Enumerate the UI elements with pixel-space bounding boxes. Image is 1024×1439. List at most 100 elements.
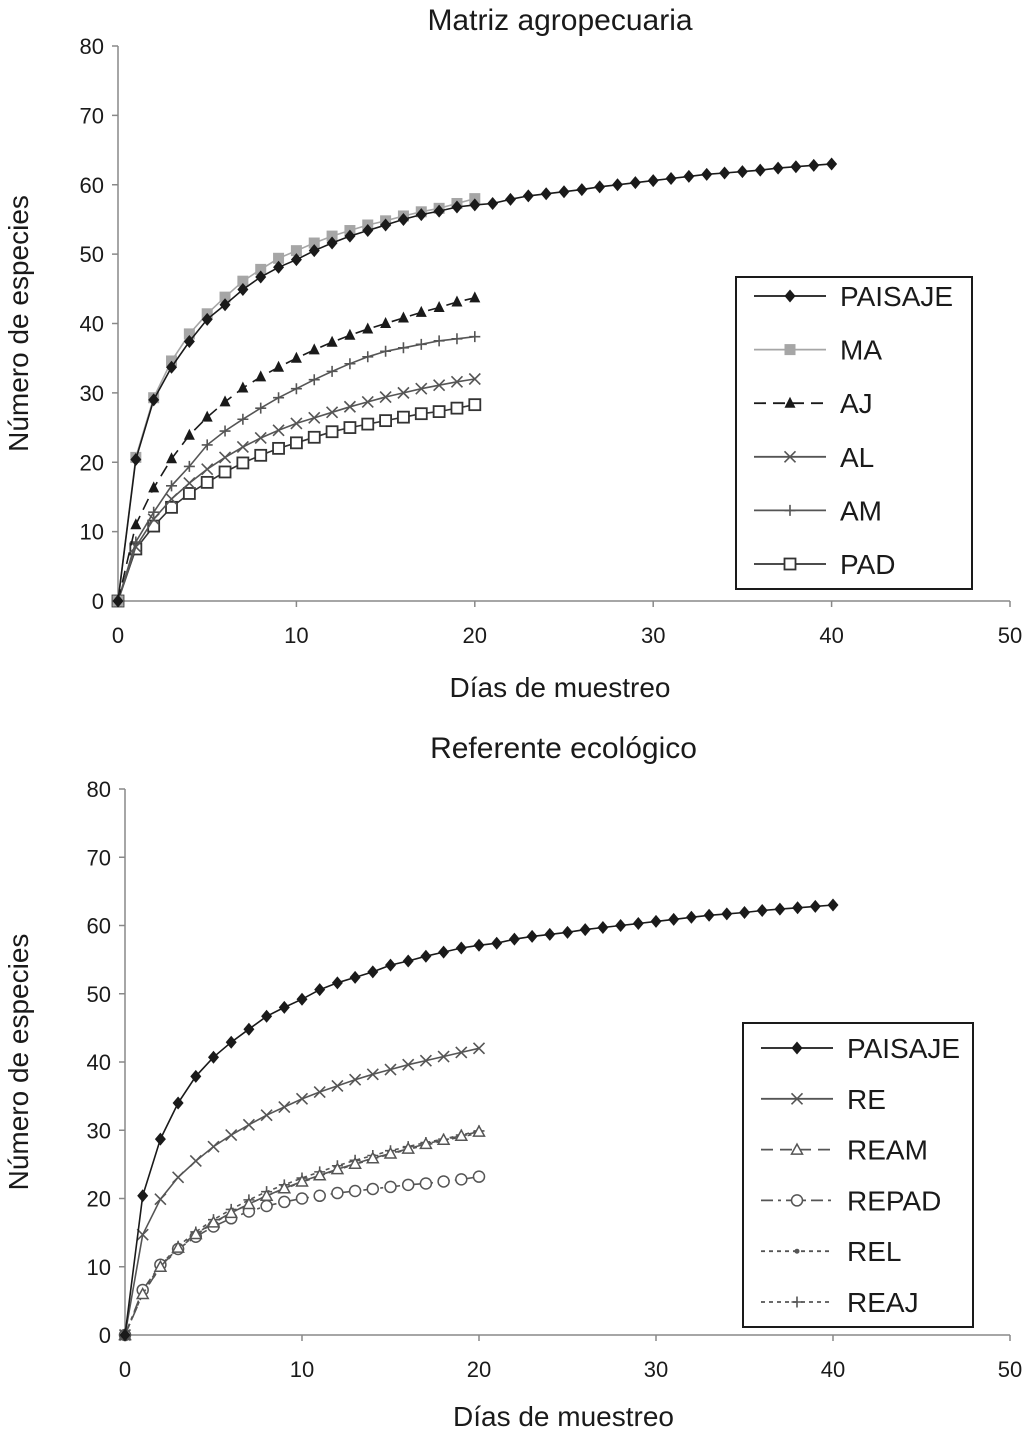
data-point	[206, 1215, 221, 1228]
data-point	[290, 245, 302, 257]
data-point	[308, 244, 320, 258]
data-point	[526, 929, 538, 943]
legend-marker	[790, 1194, 804, 1207]
legend: PAISAJE RE REAM REPAD REL REAJ	[742, 1022, 974, 1328]
data-point	[130, 452, 142, 466]
data-point	[277, 1181, 292, 1194]
chart-panel-2: Referente ecológico 0 10 20 30 40 50 60 70 80 0 10 2…	[3, 732, 1022, 1432]
data-point	[455, 1046, 468, 1059]
data-point	[361, 417, 375, 431]
legend-marker	[790, 1142, 804, 1155]
x-tick-label: 30	[641, 623, 665, 648]
y-axis-label: Número de especies	[3, 934, 34, 1191]
data-point	[219, 395, 231, 407]
data-point	[326, 406, 339, 419]
series-line	[124, 1130, 480, 1336]
data-point	[153, 1259, 168, 1272]
data-point	[579, 923, 591, 937]
data-point	[719, 166, 731, 180]
legend-marker	[783, 557, 797, 571]
data-point	[236, 456, 250, 470]
data-point	[415, 338, 427, 350]
data-point	[182, 487, 196, 500]
data-point	[326, 230, 338, 242]
data-point	[201, 410, 213, 422]
data-point	[272, 424, 285, 437]
legend-label: MA	[840, 335, 882, 366]
legend-label: REPAD	[847, 1185, 941, 1216]
data-point	[313, 1189, 326, 1203]
data-point	[254, 448, 268, 462]
chart-title: Matriz agropecuaria	[427, 4, 692, 37]
data-point	[721, 907, 733, 921]
legend-box	[735, 276, 973, 590]
y-axis-label: Número de especies	[3, 195, 34, 452]
data-point	[362, 224, 374, 238]
data-point	[296, 992, 308, 1006]
data-point	[415, 208, 427, 222]
data-point	[136, 1228, 149, 1241]
data-point	[147, 513, 160, 526]
data-point	[130, 518, 142, 530]
chart-panel-1: Matriz agropecuaria 0 10 20 30 40 50 60 70 80 0 10 2…	[3, 4, 1022, 703]
data-point	[148, 506, 160, 518]
data-point	[112, 594, 124, 608]
data-point	[380, 317, 392, 328]
legend-label: PAD	[840, 549, 896, 580]
data-point	[772, 161, 784, 175]
data-point	[397, 212, 409, 226]
data-point	[218, 465, 232, 479]
data-point	[415, 382, 428, 395]
data-point	[754, 163, 766, 177]
data-point	[469, 198, 481, 212]
data-point	[295, 1174, 309, 1187]
legend-marker	[784, 396, 796, 408]
data-point	[433, 301, 445, 313]
data-point	[242, 1196, 256, 1210]
series-line	[124, 1047, 480, 1336]
y-tick-label: 50	[80, 242, 104, 267]
data-point	[344, 358, 356, 370]
data-point	[647, 174, 659, 188]
legend-marker	[790, 1092, 804, 1105]
data-point	[455, 1173, 468, 1186]
data-point	[433, 335, 445, 347]
y-tick-label: 40	[87, 1050, 111, 1075]
data-point	[225, 1035, 237, 1049]
series-repad	[118, 1170, 486, 1342]
series-aj	[112, 291, 481, 606]
data-point	[367, 965, 379, 979]
data-point	[380, 345, 392, 357]
data-point	[295, 1092, 309, 1105]
data-point	[736, 165, 748, 179]
data-point	[790, 160, 802, 174]
data-point	[183, 328, 195, 340]
data-point	[325, 425, 339, 439]
data-point	[508, 932, 520, 946]
legend-marker	[784, 344, 796, 356]
data-point	[401, 1141, 415, 1154]
data-point	[326, 365, 338, 377]
data-point	[383, 1146, 398, 1159]
data-point	[522, 189, 534, 203]
data-point	[224, 1205, 238, 1219]
y-tick-label: 20	[87, 1187, 111, 1212]
data-point	[432, 405, 446, 419]
data-point	[491, 936, 503, 950]
data-point	[260, 1199, 273, 1213]
data-point	[237, 275, 249, 287]
x-tick-label: 30	[644, 1357, 668, 1382]
data-point	[756, 903, 768, 917]
data-point	[361, 395, 374, 408]
data-point	[290, 383, 302, 395]
data-point	[172, 1171, 185, 1184]
data-point	[576, 183, 588, 197]
series-reaj	[119, 1125, 485, 1341]
data-point	[278, 1195, 291, 1209]
data-point	[385, 958, 396, 972]
data-point	[384, 1063, 397, 1076]
data-point	[349, 1073, 362, 1086]
data-point	[366, 1151, 380, 1164]
data-point	[343, 400, 356, 413]
x-tick-label: 40	[821, 1357, 845, 1382]
